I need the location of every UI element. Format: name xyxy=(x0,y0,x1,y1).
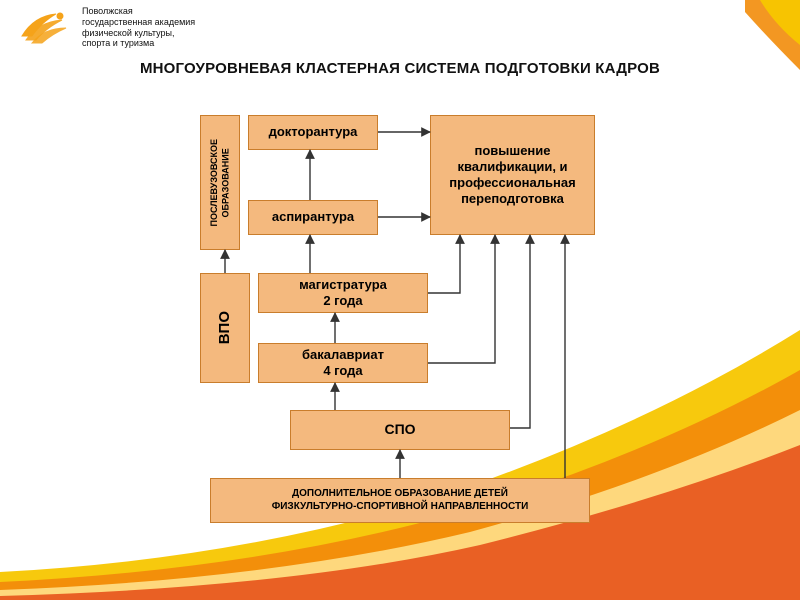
page-title: МНОГОУРОВНЕВАЯ КЛАСТЕРНАЯ СИСТЕМА ПОДГОТ… xyxy=(0,60,800,77)
node-postgrad_group: ПОСЛЕВУЗОВСКОЕ ОБРАЗОВАНИЕ xyxy=(200,115,240,250)
node-label: повышение квалификации, и профессиональн… xyxy=(445,141,579,210)
node-dop: ДОПОЛНИТЕЛЬНОЕ ОБРАЗОВАНИЕ ДЕТЕЙ ФИЗКУЛЬ… xyxy=(210,478,590,523)
node-spo: СПО xyxy=(290,410,510,450)
node-label: аспирантура xyxy=(268,207,358,227)
node-magistr: магистратура 2 года xyxy=(258,273,428,313)
node-vpo_group: ВПО xyxy=(200,273,250,383)
node-label: бакалавриат 4 года xyxy=(298,345,388,382)
node-label: магистратура 2 года xyxy=(295,275,391,312)
node-label: докторантура xyxy=(265,122,362,142)
arrow-bakal-to-pk xyxy=(428,235,495,363)
node-aspir: аспирантура xyxy=(248,200,378,235)
node-label: ВПО xyxy=(212,309,239,346)
arrow-spo-to-pk xyxy=(510,235,530,428)
node-bakal: бакалавриат 4 года xyxy=(258,343,428,383)
node-pk: повышение квалификации, и профессиональн… xyxy=(430,115,595,235)
node-label: СПО xyxy=(380,419,419,441)
arrow-magistr-to-pk xyxy=(428,235,460,293)
org-name: Поволжская государственная академия физи… xyxy=(82,6,195,49)
node-doktor: докторантура xyxy=(248,115,378,150)
node-label: ДОПОЛНИТЕЛЬНОЕ ОБРАЗОВАНИЕ ДЕТЕЙ ФИЗКУЛЬ… xyxy=(268,486,533,515)
header: Поволжская государственная академия физи… xyxy=(12,6,195,49)
logo-icon xyxy=(12,6,72,48)
node-label: ПОСЛЕВУЗОВСКОЕ ОБРАЗОВАНИЕ xyxy=(205,137,236,229)
